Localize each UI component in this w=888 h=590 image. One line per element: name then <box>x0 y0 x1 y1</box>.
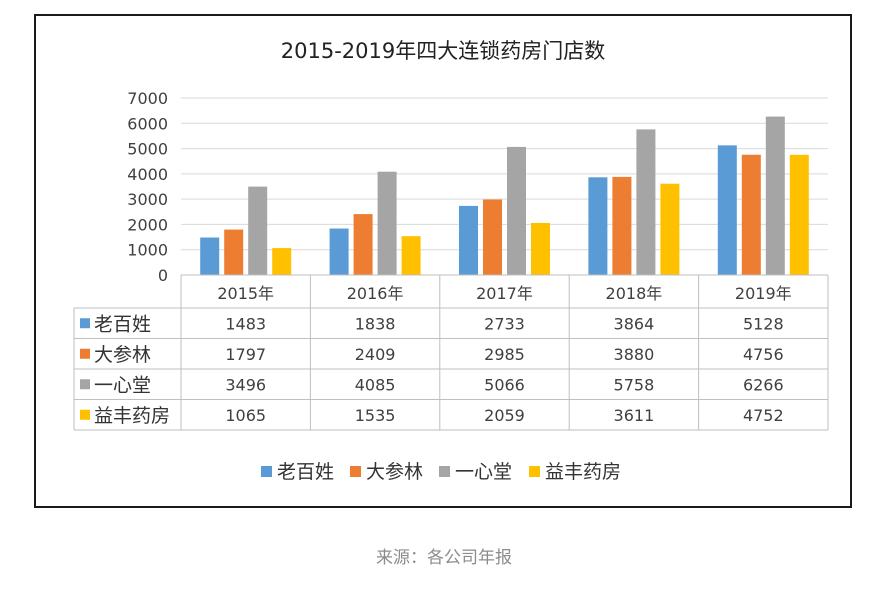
y-tick-label: 5000 <box>127 140 168 159</box>
table-cell-value: 1797 <box>225 345 266 364</box>
y-tick-label: 3000 <box>127 190 168 209</box>
y-tick-label: 6000 <box>127 114 168 133</box>
table-legend-key <box>80 348 90 359</box>
table-cell-value: 1483 <box>225 314 266 333</box>
legend-swatch <box>529 466 540 477</box>
bar-chart: 2015-2019年四大连锁药房门店数 0 1000 2000 3000 4000 5000… <box>73 39 829 483</box>
bar <box>248 186 268 275</box>
table-series-label: 老百姓 <box>94 313 151 335</box>
x-tick-label: 2016年 <box>347 284 404 303</box>
y-tick-label: 2000 <box>127 215 168 234</box>
bar <box>329 228 349 275</box>
y-tick-label: 0 <box>158 266 168 285</box>
legend-swatch <box>350 466 361 477</box>
legend-swatch <box>439 466 450 477</box>
bar <box>531 222 550 275</box>
source-caption: 来源：各公司年报 <box>376 548 512 568</box>
bar <box>224 229 244 275</box>
table-series-label: 一心堂 <box>94 374 151 396</box>
legend-label: 大参林 <box>366 461 423 483</box>
table-cell-value: 4756 <box>743 345 784 364</box>
table-cell-value: 1065 <box>225 406 266 425</box>
table-cell-value: 1535 <box>355 406 396 425</box>
x-tick-label: 2019年 <box>735 284 792 303</box>
y-tick-label: 1000 <box>127 241 168 260</box>
table-legend-key <box>80 318 90 329</box>
bar <box>741 154 761 275</box>
bar <box>717 145 737 275</box>
bar <box>636 129 656 275</box>
bar <box>507 146 526 275</box>
table-cell-value: 3880 <box>614 345 655 364</box>
x-tick-label: 2015年 <box>217 284 274 303</box>
bar <box>200 237 220 275</box>
bar <box>401 236 421 275</box>
table-cell-value: 5758 <box>614 375 655 394</box>
table-cell-value: 2059 <box>484 406 525 425</box>
table-cell-value: 4752 <box>743 406 784 425</box>
bar <box>588 177 608 275</box>
bar <box>353 214 373 275</box>
bar <box>765 116 785 275</box>
bar <box>377 171 397 275</box>
chart-title: 2015-2019年四大连锁药房门店数 <box>281 39 605 63</box>
y-tick-label: 4000 <box>127 165 168 184</box>
bar <box>483 199 502 275</box>
y-tick-label: 7000 <box>127 89 168 108</box>
table-series-label: 大参林 <box>94 344 151 366</box>
table-cell-value: 3864 <box>614 314 655 333</box>
table-legend-key <box>80 409 90 420</box>
bar <box>612 176 632 275</box>
table-cell-value: 3496 <box>225 375 266 394</box>
table-legend-key <box>80 379 90 390</box>
bar <box>789 154 809 275</box>
bar <box>459 205 478 275</box>
bar <box>272 248 292 275</box>
legend-label: 一心堂 <box>455 461 512 483</box>
table-cell-value: 6266 <box>743 375 784 394</box>
table-cell-value: 2409 <box>355 345 396 364</box>
table-cell-value: 5128 <box>743 314 784 333</box>
x-tick-label: 2018年 <box>606 284 663 303</box>
table-cell-value: 2733 <box>484 314 525 333</box>
table-cell-value: 4085 <box>355 375 396 394</box>
legend-swatch <box>261 466 272 477</box>
table-cell-value: 2985 <box>484 345 525 364</box>
legend-label: 老百姓 <box>277 461 334 483</box>
bar <box>660 183 680 275</box>
chart-frame: 2015-2019年四大连锁药房门店数 0 1000 2000 3000 4000 5000… <box>34 14 852 508</box>
legend-label: 益丰药房 <box>545 461 621 483</box>
table-cell-value: 5066 <box>484 375 525 394</box>
table-cell-value: 1838 <box>355 314 396 333</box>
table-series-label: 益丰药房 <box>94 405 170 427</box>
x-tick-label: 2017年 <box>476 284 533 303</box>
table-cell-value: 3611 <box>614 406 655 425</box>
